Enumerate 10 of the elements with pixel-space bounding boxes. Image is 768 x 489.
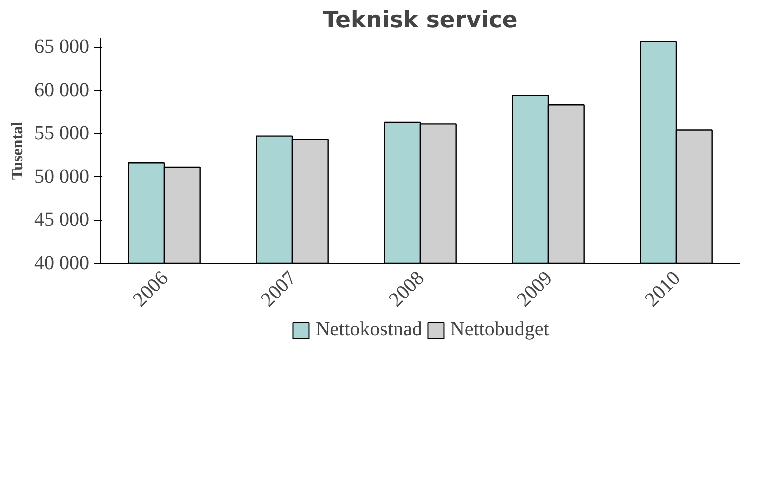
legend-label: Nettobudget bbox=[450, 318, 550, 342]
y-tick-label: 45 000 bbox=[34, 209, 90, 232]
legend-label: Nettokostnad bbox=[316, 318, 422, 342]
y-axis-title: Tusental bbox=[10, 121, 26, 180]
y-tick-label: 60 000 bbox=[34, 79, 90, 102]
y-tick-label: 50 000 bbox=[34, 166, 90, 188]
y-tick-label: 65 000 bbox=[34, 36, 90, 58]
chart-title: Teknisk service bbox=[323, 8, 518, 34]
y-tick-label: 55 000 bbox=[34, 122, 90, 145]
y-tick-label: 40 000 bbox=[34, 252, 90, 274]
